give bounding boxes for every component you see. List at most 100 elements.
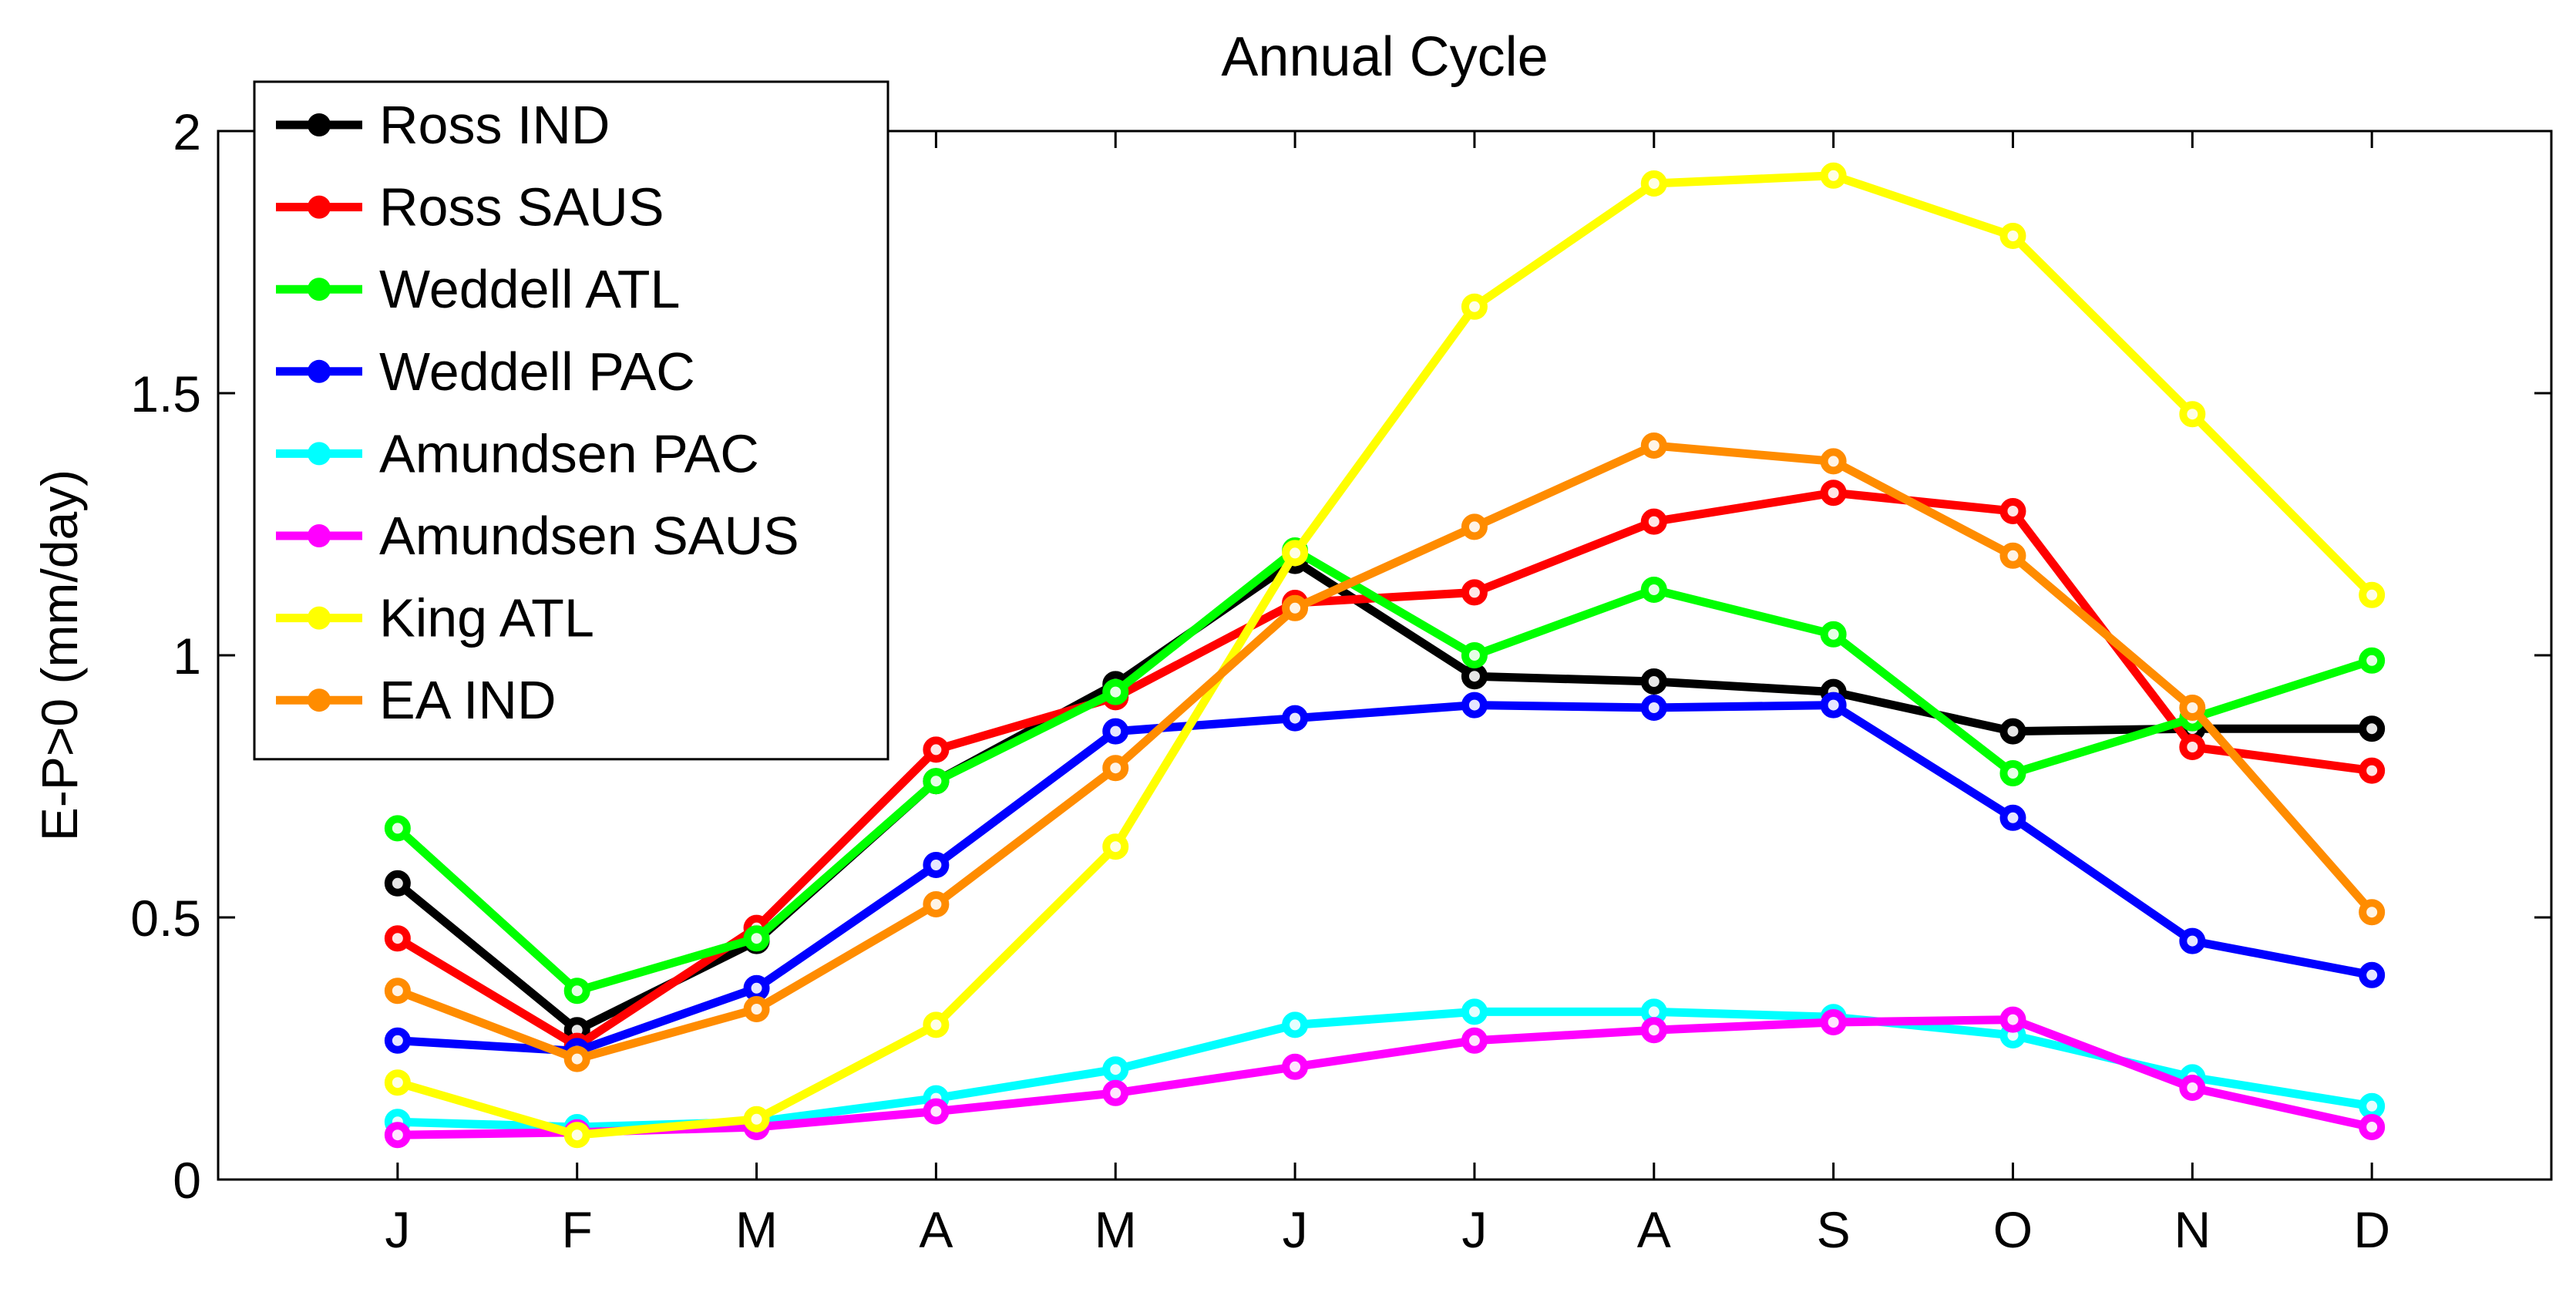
axes: 0 0.5 1 1.5 2 J F M A M J J A S O N D [130, 103, 2553, 1258]
data-point-center [2366, 969, 2378, 981]
data-point-center [2366, 655, 2378, 666]
series-line-king-atl [396, 171, 2376, 1139]
data-point-center [2007, 1030, 2019, 1041]
data-point-center [571, 985, 583, 997]
data-point-center [1468, 1035, 1480, 1046]
legend-entry-ross-saus[interactable]: Ross SAUS [276, 177, 664, 237]
data-point-center [1648, 676, 1660, 687]
data-point-center [930, 776, 942, 787]
data-point-center [1468, 671, 1480, 682]
data-point-center [1468, 650, 1480, 661]
data-point-center [1828, 456, 1839, 467]
legend-entry-king-atl[interactable]: King ATL [276, 588, 594, 648]
legend-label: King ATL [379, 588, 594, 648]
data-point-center [392, 985, 403, 997]
data-point-center [1648, 516, 1660, 527]
x-tick-label: A [1637, 1201, 1671, 1258]
data-point-center [930, 1019, 942, 1031]
data-point-center [392, 1129, 403, 1141]
data-point-center [751, 1113, 762, 1125]
series-line-amundsen-saus [397, 1015, 2373, 1139]
legend-marker [308, 688, 331, 712]
x-tick-label: F [562, 1201, 593, 1258]
legend-box [253, 80, 889, 761]
data-point-center [930, 744, 942, 756]
x-tick-label: O [1993, 1201, 2033, 1258]
data-point-center [1828, 1017, 1839, 1028]
x-tick-label: M [1095, 1201, 1137, 1258]
legend-marker [308, 359, 331, 383]
legend-label: Amundsen PAC [379, 423, 759, 483]
legend-entry-ea-ind[interactable]: EA IND [276, 670, 557, 730]
data-point-center [1290, 1061, 1301, 1072]
plot-area [384, 162, 2386, 1149]
data-point-center [1290, 1019, 1301, 1031]
data-point-center [930, 1106, 942, 1117]
data-point-center [1468, 699, 1480, 711]
data-point-center [2187, 742, 2198, 752]
x-tick-label: S [1817, 1201, 1851, 1258]
data-point-center [1648, 178, 1660, 189]
legend-entry-weddell-atl[interactable]: Weddell ATL [276, 259, 680, 319]
series-line-ea-ind [395, 441, 2376, 1064]
y-tick-label: 1 [173, 628, 201, 685]
data-point-center [392, 1035, 403, 1046]
data-point-center [930, 860, 942, 870]
data-point-center [392, 1077, 403, 1089]
data-point-center [1648, 1025, 1660, 1036]
data-point-center [392, 933, 403, 944]
data-point-center [1828, 699, 1839, 711]
data-point-center [751, 982, 762, 994]
data-point-center [1110, 686, 1122, 698]
data-point-center [2187, 1082, 2198, 1093]
data-point-center [1290, 712, 1301, 724]
data-point-center [2007, 1014, 2019, 1025]
data-point-center [2366, 765, 2378, 776]
legend-entry-amundsen-saus[interactable]: Amundsen SAUS [276, 506, 799, 566]
data-point-center [1468, 521, 1480, 533]
legend-label: Ross IND [379, 95, 610, 155]
data-point-center [2007, 550, 2019, 561]
data-point-center [2187, 702, 2198, 713]
data-point-center [2366, 1122, 2378, 1133]
legend-entry-weddell-pac[interactable]: Weddell PAC [276, 342, 695, 402]
data-point-center [1648, 702, 1660, 713]
y-tick-label: 0 [173, 1152, 201, 1209]
data-point-center [392, 877, 403, 889]
legend-marker [308, 195, 331, 219]
data-point-center [1110, 1087, 1122, 1099]
x-tick-label: M [735, 1201, 778, 1258]
x-tick-label: J [1461, 1201, 1487, 1258]
data-point-center [1828, 170, 1839, 181]
data-point-center [751, 933, 762, 944]
data-point-center [2007, 506, 2019, 517]
data-point-center [1110, 725, 1122, 737]
data-point-center [1648, 584, 1660, 595]
data-point-center [1468, 587, 1480, 598]
x-tick-label: A [919, 1201, 953, 1258]
x-tick-label: J [1283, 1201, 1308, 1258]
data-point-center [751, 1004, 762, 1015]
data-point-center [1828, 487, 1839, 499]
data-point-center [2366, 589, 2378, 601]
legend-marker [308, 524, 331, 547]
y-tick-label: 1.5 [130, 365, 201, 422]
legend-label: Weddell PAC [379, 342, 695, 402]
data-point-center [2007, 725, 2019, 737]
data-point-center [571, 1025, 583, 1036]
legend-entry-amundsen-pac[interactable]: Amundsen PAC [276, 423, 759, 483]
legend-marker [308, 113, 331, 136]
y-tick-label: 2 [173, 103, 201, 160]
series-line-weddell-pac [397, 701, 2373, 1055]
legend-entry-ross-ind[interactable]: Ross IND [276, 95, 610, 155]
legend[interactable]: Ross IND Ross SAUS Weddell ATL Weddell PAC A… [253, 80, 889, 761]
x-tick-label: J [385, 1201, 410, 1258]
legend-label: Amundsen SAUS [379, 506, 799, 566]
data-point-center [1110, 841, 1122, 853]
series-line-weddell-atl [395, 546, 2373, 995]
y-axis-label: E-P>0 (mm/day) [31, 469, 88, 841]
data-point-center [1468, 301, 1480, 312]
data-point-center [930, 899, 942, 910]
